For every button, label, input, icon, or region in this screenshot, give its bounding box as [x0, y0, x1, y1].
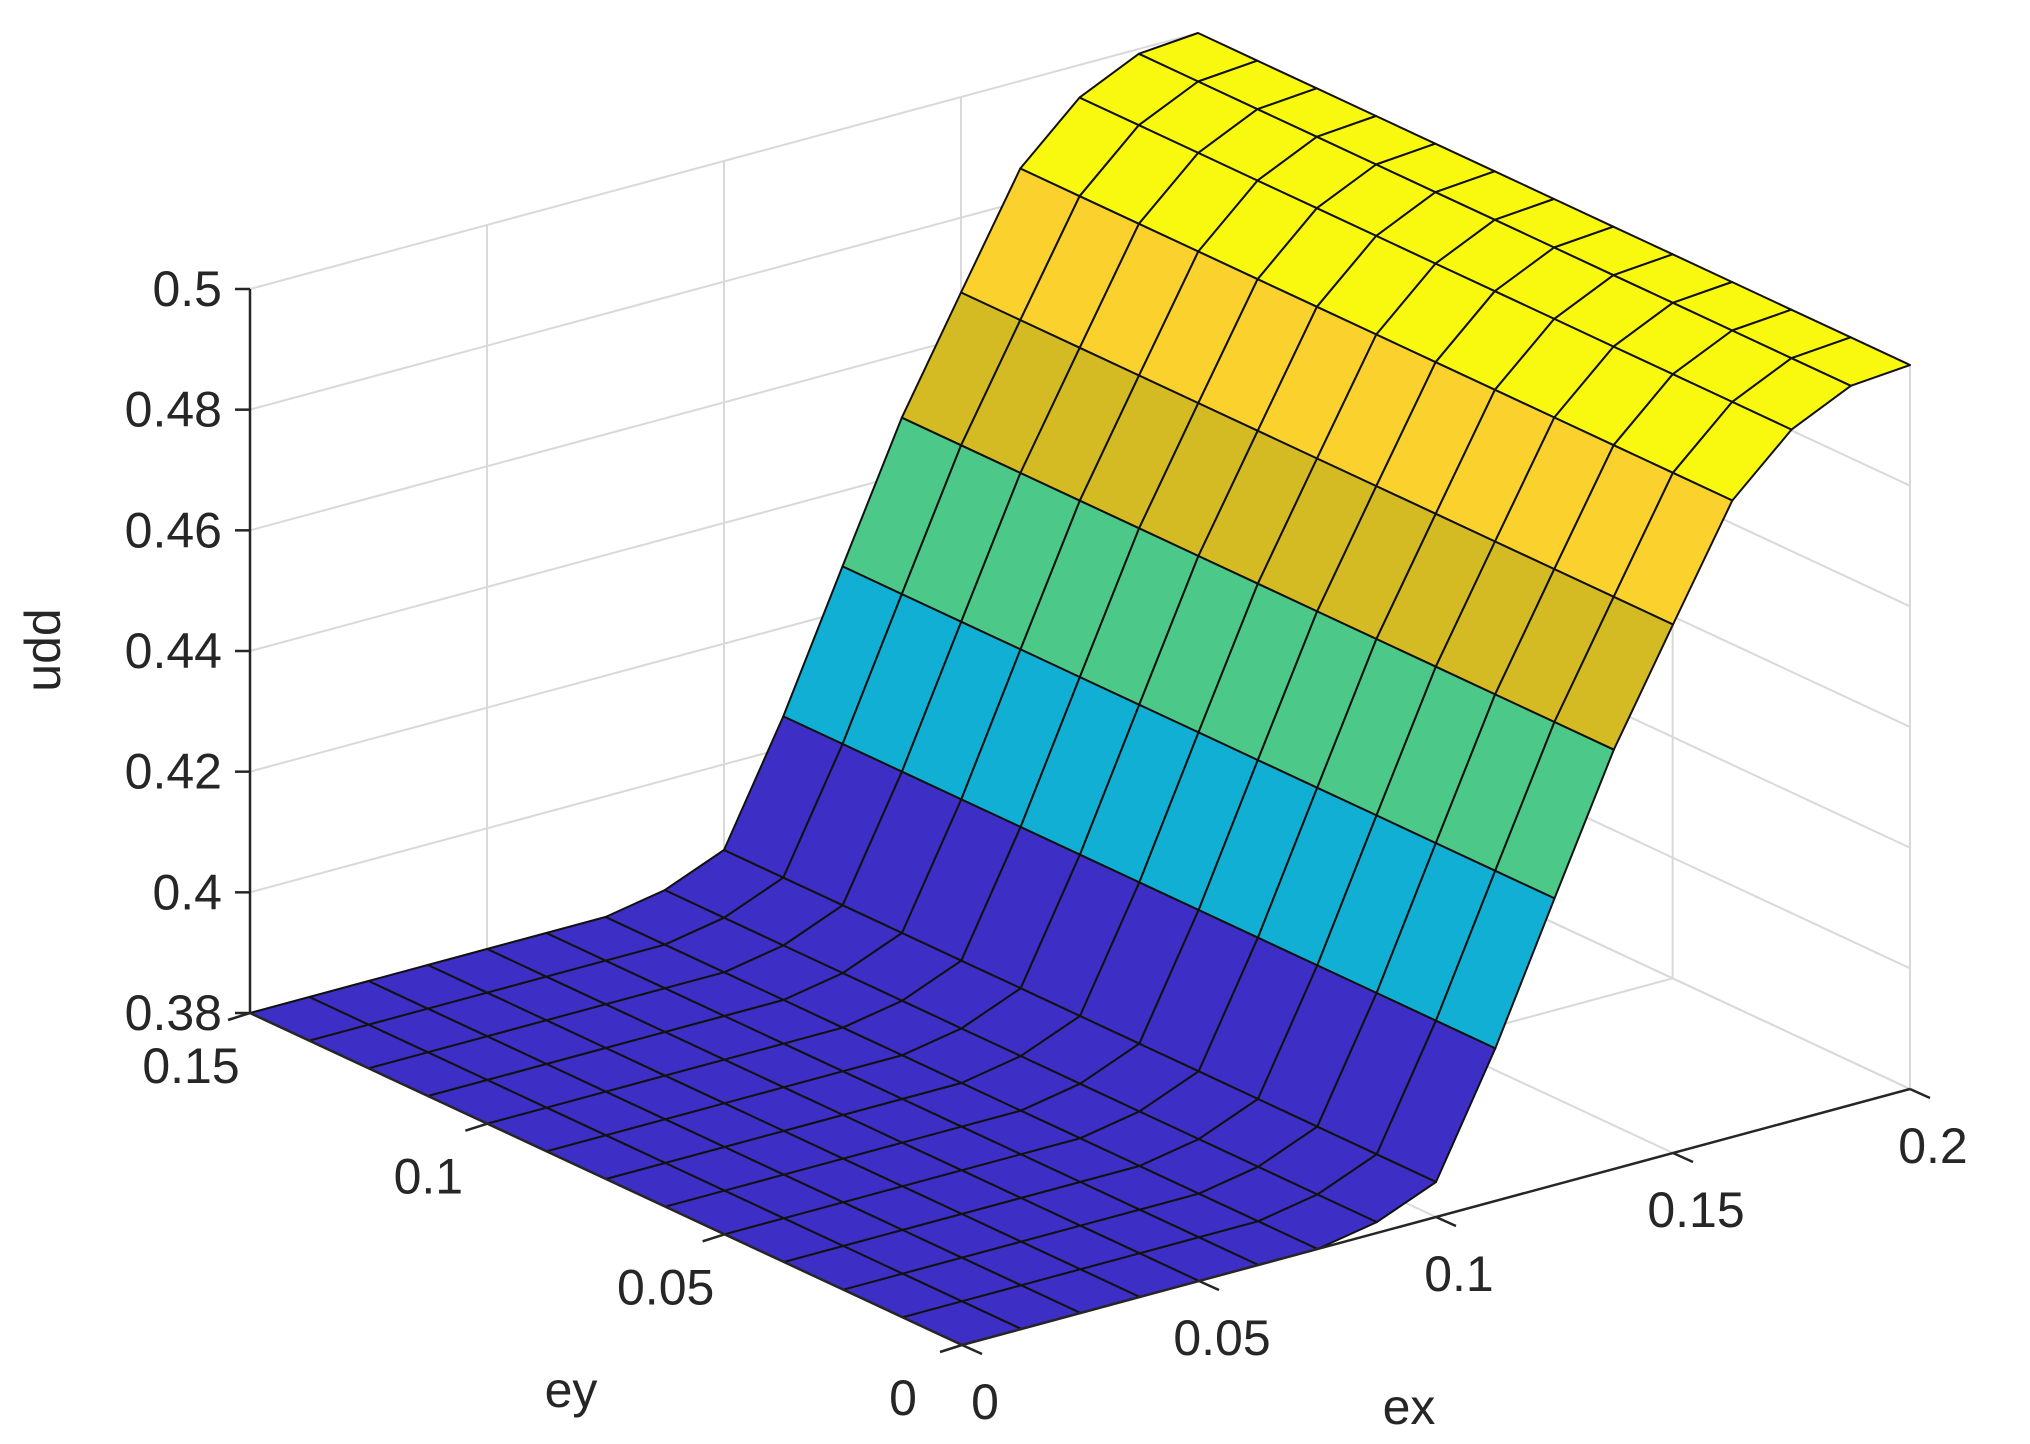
surface-mesh	[249, 32, 1911, 1346]
x-tick-label: 0	[971, 1374, 999, 1430]
z-tick-label: 0.38	[125, 985, 222, 1041]
x-tick-mark	[961, 1343, 983, 1356]
x-tick-mark	[1198, 1279, 1220, 1292]
z-tick-label: 0.42	[125, 744, 222, 800]
y-axis-label: ey	[545, 1362, 598, 1418]
y-tick-label: 0.1	[394, 1149, 464, 1205]
x-axis-label: ex	[1383, 1379, 1436, 1435]
y-tick-label: 0	[889, 1370, 917, 1426]
grid-line	[249, 32, 1199, 290]
x-tick-mark	[1672, 1151, 1694, 1164]
y-tick-mark	[227, 1011, 251, 1022]
y-axis-line	[249, 1011, 963, 1347]
z-tick-label: 0.4	[152, 864, 222, 920]
x-tick-label: 0.15	[1647, 1182, 1744, 1238]
x-tick-label: 0.05	[1173, 1310, 1270, 1366]
x-tick-mark	[1435, 1215, 1457, 1228]
y-tick-mark	[702, 1233, 726, 1243]
x-tick-mark	[1909, 1087, 1931, 1100]
y-tick-label: 0.15	[142, 1038, 239, 1094]
x-tick-label: 0.1	[1424, 1246, 1494, 1302]
y-tick-label: 0.05	[617, 1259, 714, 1315]
x-tick-label: 0.2	[1898, 1118, 1968, 1174]
y-tick-mark	[464, 1122, 488, 1132]
z-tick-label: 0.48	[125, 382, 222, 438]
z-tick-label: 0.46	[125, 502, 222, 558]
y-tick-mark	[939, 1343, 963, 1354]
z-tick-label: 0.44	[125, 623, 222, 679]
z-tick-label: 0.5	[152, 261, 222, 317]
z-axis-label: udd	[15, 608, 71, 691]
axes: 0.38 0.4 0.42 0.44 0.46 0.48 0.5 0 0.05 0.1 0.15 0.…	[125, 261, 1968, 1430]
